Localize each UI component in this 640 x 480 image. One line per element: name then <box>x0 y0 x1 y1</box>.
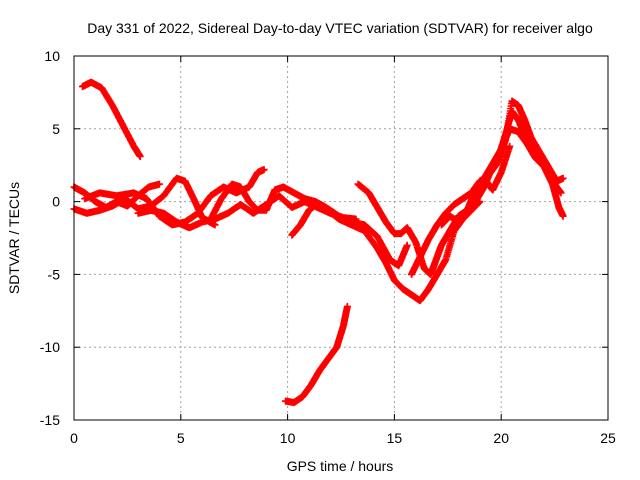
y-tick-label: 5 <box>52 121 60 137</box>
data-points <box>70 78 567 406</box>
y-axis-label: SDTVAR / TECUs <box>6 182 22 294</box>
plot-frame <box>73 55 609 421</box>
y-tick-label: -15 <box>40 412 60 428</box>
x-axis-label: GPS time / hours <box>287 458 394 474</box>
x-tick-label: 15 <box>387 430 403 446</box>
plus-marker-trail <box>282 302 351 406</box>
axis-ticks: 0 5 10 15 20 25 -15 -10 -5 0 5 10 <box>40 48 616 446</box>
x-tick-label: 25 <box>600 430 616 446</box>
plus-marker-trail <box>79 78 144 160</box>
series-track-12 <box>282 302 351 406</box>
x-tick-label: 10 <box>280 430 296 446</box>
plus-marker-trail <box>463 142 514 214</box>
series-track-1 <box>79 78 144 160</box>
x-tick-label: 0 <box>70 430 78 446</box>
x-tick-label: 20 <box>493 430 509 446</box>
y-tick-label: -10 <box>40 339 60 355</box>
x-tick-label: 5 <box>177 430 185 446</box>
y-tick-label: 10 <box>44 48 60 64</box>
y-tick-label: 0 <box>52 194 60 210</box>
series-track-11 <box>463 142 514 214</box>
y-tick-label: -5 <box>48 266 61 282</box>
chart-title: Day 331 of 2022, Sidereal Day-to-day VTE… <box>87 20 593 36</box>
